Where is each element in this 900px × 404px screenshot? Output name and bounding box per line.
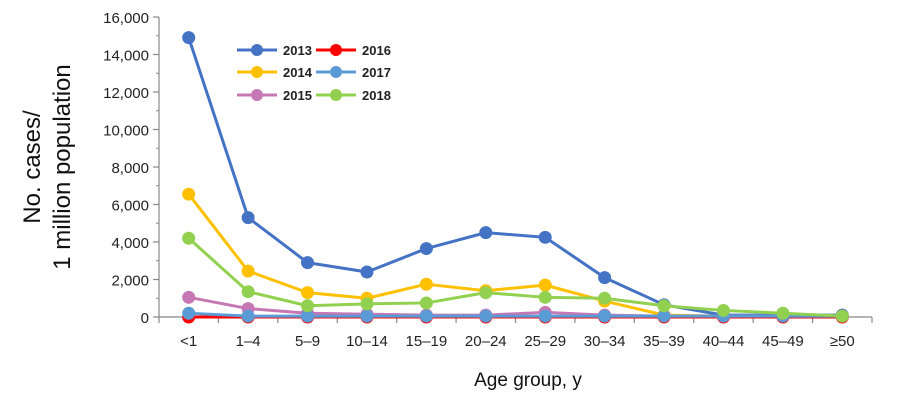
legend-label: 2018 [362,88,391,103]
data-point-2018 [776,306,790,320]
data-point-2014 [301,286,315,300]
x-tick-label: 45–49 [762,333,804,350]
y-tick-label: 16,000 [103,10,149,27]
y-tick-label: 4,000 [111,235,149,252]
data-point-2018 [419,296,433,310]
data-point-2018 [538,290,552,304]
data-point-2018 [182,231,196,245]
data-point-2013 [419,242,433,256]
series-layer [182,31,849,324]
legend-item-2018: 2018 [316,88,391,103]
legend-label: 2014 [283,65,313,80]
legend-swatch-marker [330,66,342,78]
data-point-2018 [301,299,315,313]
legend-label: 2017 [362,65,391,80]
x-tick-label: 25–29 [524,333,566,350]
x-tick-label: 10–14 [346,333,388,350]
y-axis-title-line1: No. cases/ [19,110,46,224]
data-point-2017 [360,309,374,323]
data-point-2017 [241,309,255,323]
series-2014 [182,187,849,323]
data-point-2014 [182,187,196,201]
legend-item-2014: 2014 [237,65,313,80]
data-point-2013 [538,230,552,244]
x-tick-label: ≥50 [830,333,855,350]
legend-swatch-marker [330,44,342,56]
y-tick-label: 6,000 [111,198,149,215]
data-point-2013 [598,271,612,285]
x-tick-label: 15–19 [406,333,448,350]
data-point-2018 [716,303,730,317]
legend-item-2016: 2016 [316,43,391,58]
x-tick-label: 5–9 [295,333,320,350]
y-tick-label: 14,000 [103,48,149,65]
legend-label: 2015 [283,88,312,103]
y-tick-label: 10,000 [103,123,149,140]
legend-item-2013: 2013 [237,43,312,58]
y-axis-title-line2: 1 million population [49,64,76,269]
data-point-2013 [360,265,374,279]
x-ticks: <1 1–4 5–9 10–14 15–19 20–24 25–29 30–34 35–39 40… [158,317,873,350]
data-point-2018 [598,291,612,305]
data-point-2013 [479,226,493,240]
legend-item-2015: 2015 [237,88,312,103]
legend-swatch-marker [251,44,263,56]
data-point-2017 [301,309,315,323]
data-point-2017 [598,309,612,323]
data-point-2018 [479,286,493,300]
data-point-2018 [360,297,374,311]
x-tick-label: 30–34 [584,333,626,350]
data-point-2018 [657,299,671,313]
y-axis-title: No. cases/ 1 million population [19,64,76,269]
y-tick-label: 2,000 [111,273,149,290]
data-point-2014 [538,278,552,292]
data-point-2017 [479,309,493,323]
legend-swatch-marker [251,66,263,78]
x-tick-label: 40–44 [703,333,745,350]
data-point-2014 [419,277,433,291]
data-point-2015 [182,290,196,304]
series-2018 [182,231,849,323]
data-point-2013 [241,211,255,225]
data-point-2017 [657,309,671,323]
data-point-2017 [538,309,552,323]
legend-item-2017: 2017 [316,65,391,80]
x-tick-label: <1 [180,333,197,350]
y-tick-label: 0 [141,310,149,327]
y-tick-label: 8,000 [111,160,149,177]
data-point-2018 [835,309,849,323]
x-tick-label: 20–24 [465,333,507,350]
legend-swatch-marker [330,89,342,101]
axes [158,17,872,318]
data-point-2013 [301,256,315,270]
legend: 2013 2014 2015 2016 2017 2018 [237,43,391,103]
x-axis-title: Age group, y [474,370,582,391]
series-line-2014 [187,193,843,318]
data-point-2013 [182,31,196,45]
data-point-2017 [419,309,433,323]
series-line-2018 [187,237,843,318]
data-point-2018 [241,285,255,299]
legend-label: 2016 [362,43,391,58]
y-tick-label: 12,000 [103,85,149,102]
data-point-2017 [182,306,196,320]
legend-swatch-marker [251,89,263,101]
data-point-2014 [241,264,255,278]
y-ticks: 0 2,000 4,000 6,000 8,000 10,000 12,000 14,000 1… [103,10,159,327]
x-tick-label: 35–39 [643,333,685,350]
legend-label: 2013 [283,43,312,58]
series-line-2017 [188,311,843,318]
x-tick-label: 1–4 [236,333,261,350]
